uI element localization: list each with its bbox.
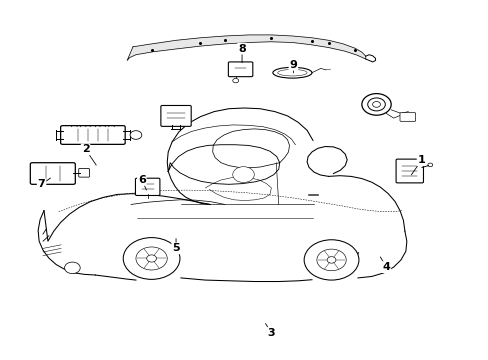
FancyBboxPatch shape [135,178,160,195]
Circle shape [146,255,156,262]
Circle shape [123,238,180,279]
Text: 6: 6 [138,175,145,185]
FancyBboxPatch shape [161,105,191,126]
Polygon shape [127,35,365,60]
Circle shape [361,94,390,115]
Circle shape [304,240,358,280]
Text: 2: 2 [81,144,89,154]
Text: 4: 4 [382,262,389,272]
Circle shape [316,249,346,271]
Circle shape [232,78,238,83]
Circle shape [372,102,380,107]
FancyBboxPatch shape [30,163,75,184]
Circle shape [367,98,385,111]
FancyBboxPatch shape [79,168,89,177]
Circle shape [232,167,254,183]
Text: 8: 8 [238,44,245,54]
Text: 7: 7 [38,179,45,189]
Ellipse shape [277,69,306,76]
Text: 9: 9 [289,60,297,70]
Text: 5: 5 [172,243,180,253]
Circle shape [136,247,167,270]
FancyBboxPatch shape [61,126,125,144]
Text: 1: 1 [417,155,425,165]
Circle shape [326,257,335,263]
Circle shape [64,262,80,274]
Circle shape [130,131,142,139]
FancyBboxPatch shape [399,113,415,121]
FancyBboxPatch shape [228,62,252,77]
Ellipse shape [272,67,311,78]
Text: 3: 3 [267,328,275,338]
FancyBboxPatch shape [395,159,423,183]
